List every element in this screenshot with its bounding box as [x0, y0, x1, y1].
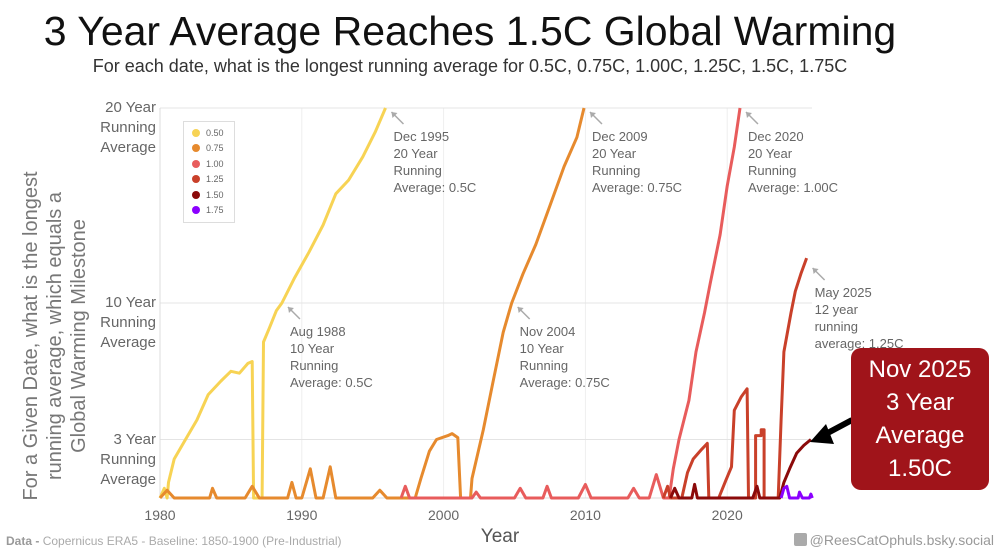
legend-dot-icon	[192, 175, 200, 184]
annotation-line: Running	[591, 163, 641, 178]
x-tick-label: 1980	[144, 507, 176, 523]
annotation: Aug 1988 10 Year Running Average: 0.5C	[290, 323, 373, 391]
legend-label: 0.75	[206, 143, 224, 154]
annotation-line: Average: 1.00C	[747, 180, 839, 195]
annotation-line: 20 Year	[393, 146, 438, 161]
annotation-line: Running	[519, 358, 569, 373]
chart-subtitle: For each date, what is the longest runni…	[92, 56, 848, 76]
callout-box: Nov 2025 3 Year Average 1.50C	[851, 348, 989, 490]
annotation-arrowhead	[517, 307, 524, 313]
series-line-1.25	[661, 257, 809, 500]
annotation-line: average: 1.25C	[814, 336, 904, 351]
annotation-line: 12 year	[814, 302, 858, 317]
annotation-arrowhead	[745, 112, 752, 118]
legend-item: 0.50	[184, 125, 234, 141]
annotation-line: 20 Year	[591, 146, 637, 161]
annotation-line: Average: 0.5C	[289, 375, 373, 390]
y-tick-line: Running	[100, 314, 156, 331]
annotation-line: Running	[393, 163, 442, 178]
legend-label: 0.50	[206, 127, 224, 138]
annotation-line: May 2025	[814, 285, 872, 300]
callout-line: 1.50C	[887, 455, 953, 482]
annotation-line: Running	[289, 358, 339, 373]
y-tick-line: 10 Year	[105, 294, 156, 311]
annotation-line: 10 Year	[289, 341, 335, 356]
author-credit: @ReesCatOphuls.bsky.social	[793, 532, 994, 548]
legend-label: 1.75	[206, 205, 224, 216]
annotation-arrowhead	[812, 268, 819, 274]
y-tick-line: Average	[100, 334, 156, 351]
y-tick-line: Average	[100, 470, 156, 488]
legend-dot-icon	[192, 159, 200, 168]
y-tick-line: Running	[100, 450, 156, 468]
y-tick-label: 20 Year Running Average	[6, 98, 156, 158]
legend-label: 1.25	[206, 174, 224, 185]
x-tick-label: 2010	[569, 507, 601, 523]
series-line-1.75	[779, 484, 814, 500]
source-text: Copernicus ERA5 - Baseline: 1850-1900 (P…	[42, 534, 342, 548]
annotation-line: 10 Year	[519, 341, 564, 356]
annotation-line: Running	[747, 163, 797, 178]
legend-label: 1.00	[206, 158, 224, 169]
data-source: Data - Copernicus ERA5 - Baseline: 1850-…	[6, 534, 342, 548]
annotation-line: Dec 2020	[747, 129, 804, 144]
bluesky-icon	[793, 533, 807, 546]
chart-title: 3 Year Average Reaches 1.5C Global Warmi…	[43, 8, 897, 54]
annotation-line: Nov 2004	[519, 324, 576, 339]
annotation-line: running	[814, 319, 858, 334]
annotation: Dec 2020 20 Year Running Average: 1.00C	[748, 128, 838, 196]
legend-dot-icon	[192, 128, 200, 137]
annotation-line: Dec 1995	[393, 129, 450, 144]
annotation-line: Average: 0.75C	[591, 180, 683, 195]
y-tick-line: Average	[100, 139, 156, 156]
x-tick-label: 2020	[711, 507, 743, 523]
legend: 0.50 0.75 1.00 1.25 1.50 1.75	[183, 121, 235, 223]
annotation-line: Aug 1988	[289, 324, 346, 339]
annotation-line: Average: 0.75C	[519, 375, 610, 390]
series-line-1.00	[399, 107, 742, 500]
series-line-0.50	[158, 107, 387, 500]
legend-item: 1.75	[184, 203, 234, 219]
callout-line: 3 Year	[885, 389, 955, 416]
x-axis-title: Year	[480, 526, 520, 547]
annotation-arrowhead	[391, 112, 398, 118]
callout-line: Average	[875, 422, 965, 449]
annotation: Nov 2004 10 Year Running Average: 0.75C	[520, 323, 610, 391]
annotation: Dec 2009 20 Year Running Average: 0.75C	[592, 128, 682, 196]
annotation-line: Average: 0.5C	[393, 180, 477, 195]
legend-dot-icon	[192, 190, 200, 199]
series-line-1.50	[669, 438, 812, 500]
legend-item: 1.50	[184, 187, 234, 203]
callout-arrowhead	[810, 424, 834, 444]
legend-dot-icon	[192, 144, 200, 153]
credit-text: @ReesCatOphuls.bsky.social	[809, 532, 994, 548]
series-line-0.75	[158, 107, 586, 500]
annotation-line: Dec 2009	[591, 129, 648, 144]
legend-label: 1.50	[206, 189, 224, 200]
y-tick-label: 10 Year Running Average	[6, 293, 156, 353]
annotation-arrowhead	[287, 307, 294, 313]
y-tick-label: 3 Year Running Average	[6, 430, 156, 490]
annotation: Dec 1995 20 Year Running Average: 0.5C	[393, 128, 476, 196]
annotation-line: 20 Year	[747, 146, 793, 161]
legend-dot-icon	[192, 206, 200, 215]
y-tick-line: Running	[100, 119, 156, 136]
legend-item: 1.25	[184, 172, 234, 188]
x-tick-label: 2000	[428, 507, 460, 523]
annotation: May 2025 12 year running average: 1.25C	[815, 284, 904, 352]
legend-item: 1.00	[184, 156, 234, 172]
x-tick-label: 1990	[286, 507, 318, 523]
annotation-arrowhead	[589, 112, 596, 118]
legend-item: 0.75	[184, 141, 234, 157]
y-tick-line: 3 Year	[113, 430, 156, 448]
y-tick-line: 20 Year	[105, 99, 156, 116]
source-label: Data -	[6, 534, 40, 548]
callout-line: Nov 2025	[868, 356, 972, 383]
